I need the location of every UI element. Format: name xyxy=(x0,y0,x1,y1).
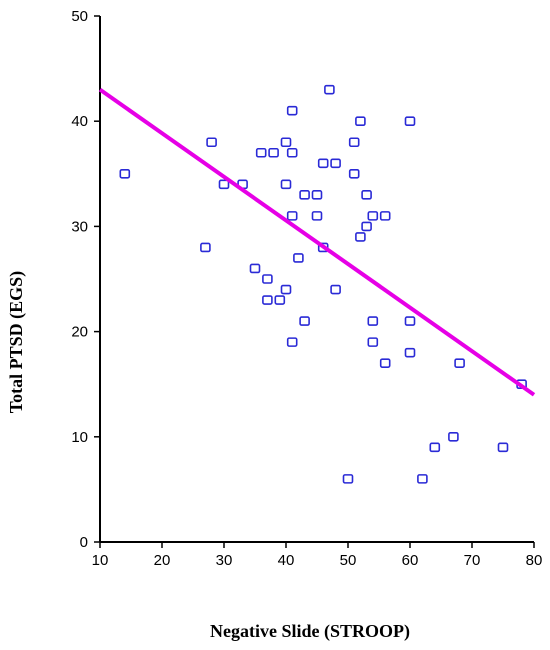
y-tick-label: 30 xyxy=(71,218,88,235)
data-point xyxy=(454,358,465,368)
data-point xyxy=(330,284,341,295)
data-point xyxy=(268,147,279,158)
data-point xyxy=(497,442,509,453)
data-points xyxy=(119,84,527,484)
data-point xyxy=(286,147,298,158)
data-point xyxy=(367,211,379,221)
data-point xyxy=(311,190,323,200)
x-axis-title: Negative Slide (STROOP) xyxy=(210,621,410,642)
data-point xyxy=(274,295,286,305)
data-point xyxy=(317,158,329,169)
data-point xyxy=(262,295,273,305)
data-point xyxy=(206,137,217,148)
x-tick-label: 10 xyxy=(92,552,109,569)
data-point xyxy=(348,137,360,148)
data-point xyxy=(404,116,416,126)
data-point xyxy=(355,116,366,126)
regression-line xyxy=(98,88,536,397)
y-tick-label: 50 xyxy=(71,8,88,25)
data-point xyxy=(286,105,298,116)
data-point xyxy=(355,232,366,242)
x-tick-label: 70 xyxy=(464,552,481,569)
data-point xyxy=(286,337,298,347)
data-point xyxy=(255,147,267,158)
data-point xyxy=(299,316,310,326)
data-point xyxy=(404,347,416,358)
x-tick-label: 60 xyxy=(402,552,419,569)
x-tick-label: 30 xyxy=(216,552,233,569)
data-point xyxy=(361,190,372,200)
x-tick-label: 40 xyxy=(278,552,295,569)
y-tick-label: 40 xyxy=(71,113,88,130)
data-point xyxy=(330,158,341,169)
data-point xyxy=(348,169,360,179)
data-point xyxy=(379,211,391,221)
data-point xyxy=(361,221,372,232)
data-point xyxy=(379,358,391,368)
data-point xyxy=(280,179,292,190)
data-point xyxy=(293,253,304,263)
data-point xyxy=(342,474,354,484)
data-point xyxy=(324,84,335,95)
regression-line-group xyxy=(98,88,536,397)
data-point xyxy=(299,190,310,200)
data-point xyxy=(286,211,298,221)
data-point xyxy=(218,179,230,190)
data-point xyxy=(367,337,379,347)
y-tick-label: 20 xyxy=(71,324,88,341)
data-point xyxy=(448,431,459,442)
x-tick-label: 20 xyxy=(154,552,171,569)
data-point xyxy=(200,242,211,253)
y-tick-label: 0 xyxy=(80,534,88,551)
data-point xyxy=(119,169,131,179)
data-point xyxy=(417,474,428,484)
data-point xyxy=(249,263,261,274)
data-point xyxy=(429,442,441,453)
data-point xyxy=(280,284,292,295)
y-axis-title: Total PTSD (EGS) xyxy=(6,271,27,413)
data-point xyxy=(367,316,379,326)
data-point xyxy=(404,316,416,326)
chart-axes xyxy=(94,15,535,548)
data-point xyxy=(280,137,292,148)
x-tick-label: 50 xyxy=(340,552,357,569)
data-point xyxy=(262,274,273,284)
y-tick-label: 10 xyxy=(71,429,88,446)
data-point xyxy=(311,211,323,221)
x-tick-label: 80 xyxy=(526,552,543,569)
